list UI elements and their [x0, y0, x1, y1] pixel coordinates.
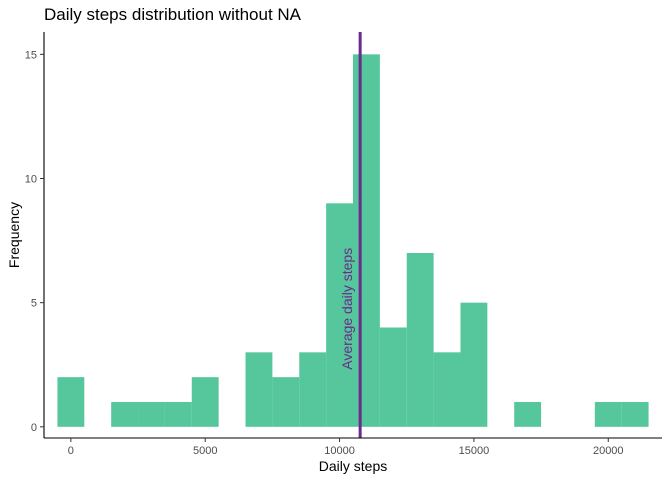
histogram-bar — [326, 203, 353, 427]
chart-title: Daily steps distribution without NA — [44, 5, 302, 24]
x-tick-label: 10000 — [324, 445, 355, 457]
histogram-bar — [272, 377, 300, 427]
histogram-bar — [353, 54, 380, 427]
histogram-bar — [299, 352, 327, 427]
y-tick-label: 15 — [25, 49, 37, 61]
mean-line-label: Average daily steps — [339, 248, 355, 370]
y-tick-label: 5 — [31, 298, 37, 310]
x-tick-label: 20000 — [593, 445, 624, 457]
x-axis-title: Daily steps — [319, 458, 387, 474]
y-tick-label: 10 — [25, 174, 37, 186]
histogram-bar — [191, 377, 219, 427]
histogram-bar — [245, 352, 273, 427]
histogram-bar — [594, 401, 622, 427]
histogram-bar — [514, 401, 542, 427]
histogram-bar — [433, 352, 461, 427]
histogram-bar — [57, 377, 85, 427]
y-tick-label: 0 — [31, 422, 37, 434]
histogram-bar — [164, 401, 192, 427]
histogram-bar — [138, 401, 165, 427]
histogram-bar — [379, 327, 407, 427]
bars-group — [57, 54, 649, 427]
y-axis-title: Frequency — [6, 202, 22, 268]
histogram-bar — [111, 401, 139, 427]
axes-group: 0 5000 10000 15000 20000 0 5 10 15 — [25, 32, 662, 457]
x-tick-label: 0 — [68, 445, 74, 457]
x-tick-label: 5000 — [193, 445, 217, 457]
mean-line-group: Average daily steps — [339, 32, 362, 438]
x-tick-label: 15000 — [459, 445, 490, 457]
histogram-bar — [460, 302, 488, 427]
histogram-bar — [621, 401, 649, 427]
histogram-bar — [406, 253, 434, 427]
